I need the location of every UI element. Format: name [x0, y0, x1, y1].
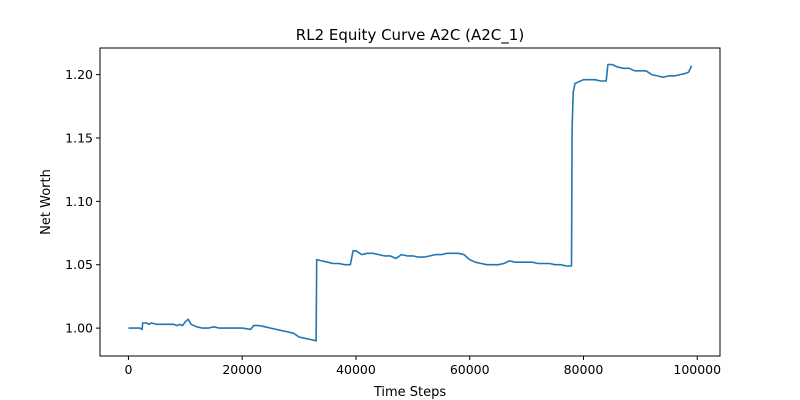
y-tick-label: 1.20 — [65, 67, 93, 82]
x-axis-label: Time Steps — [373, 385, 447, 400]
chart-title: RL2 Equity Curve A2C (A2C_1) — [296, 26, 524, 45]
y-tick-label: 1.05 — [65, 257, 93, 272]
x-tick-label: 20000 — [222, 362, 262, 377]
x-axis-ticks: 0 20000 40000 60000 80000 100000 — [124, 356, 721, 377]
equity-line-series-0 — [128, 63, 693, 342]
x-tick-label: 60000 — [450, 362, 490, 377]
plot-area — [128, 63, 693, 342]
x-tick-label: 0 — [124, 362, 132, 377]
y-tick-label: 1.00 — [65, 321, 93, 336]
y-axis-ticks: 1.00 1.05 1.10 1.15 1.20 — [65, 67, 100, 336]
x-tick-label: 100000 — [673, 362, 721, 377]
y-tick-label: 1.15 — [65, 130, 93, 145]
y-axis-label: Net Worth — [39, 169, 54, 235]
x-tick-label: 80000 — [564, 362, 604, 377]
y-tick-label: 1.10 — [65, 194, 93, 209]
axes-frame — [99, 47, 721, 357]
x-tick-label: 40000 — [336, 362, 376, 377]
